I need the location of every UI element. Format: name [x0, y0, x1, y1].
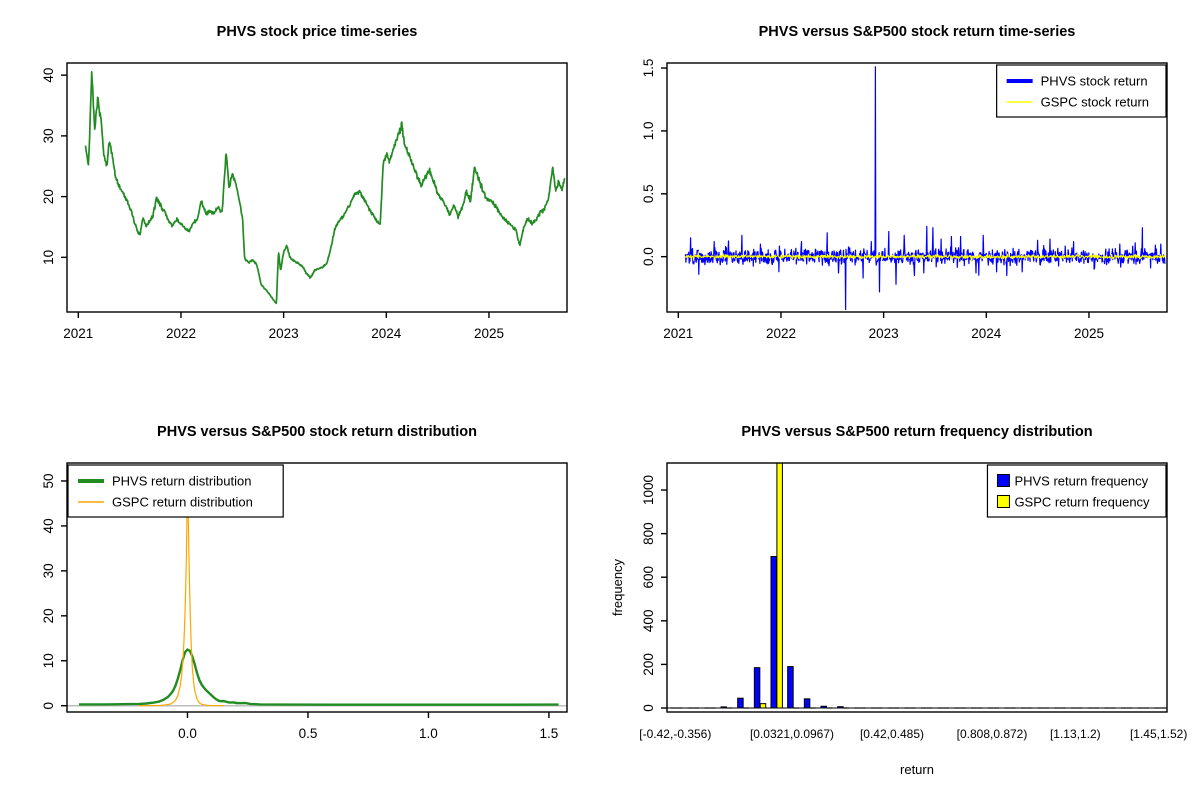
series-phvs-return-frequency: [671, 556, 1160, 709]
svg-text:2025: 2025: [474, 326, 504, 341]
panel-price-timeseries: 2021 2022 2023 2024 2025 10 20 30 40 PHVS stock p…: [0, 0, 600, 400]
svg-text:30: 30: [41, 563, 56, 578]
svg-text:GSPC stock return: GSPC stock return: [1041, 95, 1149, 110]
svg-text:20: 20: [41, 189, 56, 204]
plot-box: [666, 462, 1168, 713]
svg-text:[0.0321,0.0967): [0.0321,0.0967): [750, 727, 834, 741]
plot-area: [684, 66, 1166, 311]
svg-text:1.5: 1.5: [540, 726, 559, 741]
svg-text:2021: 2021: [63, 326, 93, 341]
svg-text:0: 0: [41, 702, 56, 710]
svg-text:2023: 2023: [869, 326, 899, 341]
svg-text:20: 20: [41, 608, 56, 623]
svg-text:30: 30: [41, 128, 56, 143]
svg-text:0.5: 0.5: [299, 726, 318, 741]
svg-text:2021: 2021: [663, 326, 693, 341]
x-axis: 2021 2022 2023 2024 2025: [663, 312, 1104, 341]
plot-box: [66, 462, 568, 713]
plot-area: [84, 71, 566, 305]
svg-text:[1.45,1.52): [1.45,1.52): [1130, 727, 1187, 741]
svg-text:GSPC return distribution: GSPC return distribution: [112, 495, 253, 510]
svg-text:600: 600: [641, 566, 656, 589]
legend: PHVS return distribution GSPC return dist…: [67, 464, 284, 518]
svg-text:10: 10: [41, 250, 56, 265]
series-phvs-return-distribution: [79, 648, 559, 706]
svg-text:1.5: 1.5: [641, 59, 656, 78]
series-phvs-stock-price: [84, 71, 566, 305]
x-axis-label: return: [900, 762, 934, 777]
svg-text:PHVS stock return: PHVS stock return: [1041, 74, 1148, 89]
svg-text:400: 400: [641, 610, 656, 633]
svg-text:2024: 2024: [971, 326, 1002, 341]
svg-text:0.5: 0.5: [641, 184, 656, 203]
x-axis: 0.0 0.5 1.0 1.5: [178, 712, 558, 741]
svg-text:2024: 2024: [371, 326, 402, 341]
svg-text:0.0: 0.0: [641, 247, 656, 266]
x-axis: [-0.42,-0.356) [0.0321,0.0967) [0.42,0.485…: [639, 727, 1187, 777]
svg-text:PHVS return frequency: PHVS return frequency: [1014, 474, 1148, 489]
svg-text:50: 50: [41, 473, 56, 488]
svg-text:40: 40: [41, 518, 56, 533]
x-axis: 2021 2022 2023 2024 2025: [63, 312, 504, 341]
return-frequency-histogram-chart: [-0.42,-0.356) [0.0321,0.0967) [0.42,0.485…: [610, 424, 1187, 777]
svg-text:PHVS return distribution: PHVS return distribution: [112, 474, 251, 489]
y-axis-label: frequency: [610, 558, 625, 616]
return-distribution-chart: 0.0 0.5 1.0 1.5 0 10 20 30 40 50 PHVS versus S&P50…: [41, 424, 568, 741]
svg-text:10: 10: [41, 653, 56, 668]
svg-text:0.0: 0.0: [178, 726, 197, 741]
panel-return-timeseries: 2021 2022 2023 2024 2025 0.0 0.5 1.0 1.5 PHVS ver…: [600, 0, 1200, 400]
svg-text:1.0: 1.0: [419, 726, 438, 741]
price-timeseries-chart: 2021 2022 2023 2024 2025 10 20 30 40 PHVS stock p…: [41, 24, 568, 341]
svg-text:40: 40: [41, 68, 56, 83]
svg-text:2022: 2022: [766, 326, 796, 341]
y-axis: 10 20 30 40: [41, 68, 67, 265]
chart-title: PHVS versus S&P500 stock return time-ser…: [759, 24, 1076, 40]
series-gspc-stock-return: [685, 251, 1166, 263]
y-axis: 0.0 0.5 1.0 1.5: [641, 59, 667, 266]
svg-text:[0.42,0.485): [0.42,0.485): [860, 727, 924, 741]
y-axis: 0 200 400 600 800 1000 frequency: [610, 475, 667, 712]
svg-text:1000: 1000: [641, 475, 656, 505]
chart-title: PHVS versus S&P500 stock return distribu…: [157, 424, 477, 440]
panel-return-distribution: 0.0 0.5 1.0 1.5 0 10 20 30 40 50 PHVS versus S&P50…: [0, 400, 600, 800]
legend: PHVS return frequency GSPC return frequen…: [986, 464, 1167, 518]
panel-return-frequency-histogram: [-0.42,-0.356) [0.0321,0.0967) [0.42,0.485…: [600, 400, 1200, 800]
svg-text:200: 200: [641, 653, 656, 676]
svg-text:[0.808,0.872): [0.808,0.872): [957, 727, 1028, 741]
svg-text:2025: 2025: [1074, 326, 1104, 341]
svg-text:[1.13,1.2): [1.13,1.2): [1050, 727, 1101, 741]
chart-title: PHVS versus S&P500 return frequency dist…: [741, 424, 1092, 440]
svg-text:2023: 2023: [269, 326, 299, 341]
return-timeseries-chart: 2021 2022 2023 2024 2025 0.0 0.5 1.0 1.5 PHVS ver…: [641, 24, 1168, 341]
svg-text:800: 800: [641, 522, 656, 545]
legend: PHVS stock return GSPC stock return: [996, 64, 1167, 118]
svg-text:1.0: 1.0: [641, 122, 656, 141]
chart-title: PHVS stock price time-series: [217, 24, 418, 40]
svg-text:[-0.42,-0.356): [-0.42,-0.356): [639, 727, 711, 741]
y-axis: 0 10 20 30 40 50: [41, 473, 67, 709]
svg-text:2022: 2022: [166, 326, 196, 341]
svg-text:GSPC return frequency: GSPC return frequency: [1014, 495, 1150, 510]
plot-box: [66, 62, 568, 313]
plot-box: [666, 62, 1168, 313]
svg-text:0: 0: [641, 704, 656, 712]
